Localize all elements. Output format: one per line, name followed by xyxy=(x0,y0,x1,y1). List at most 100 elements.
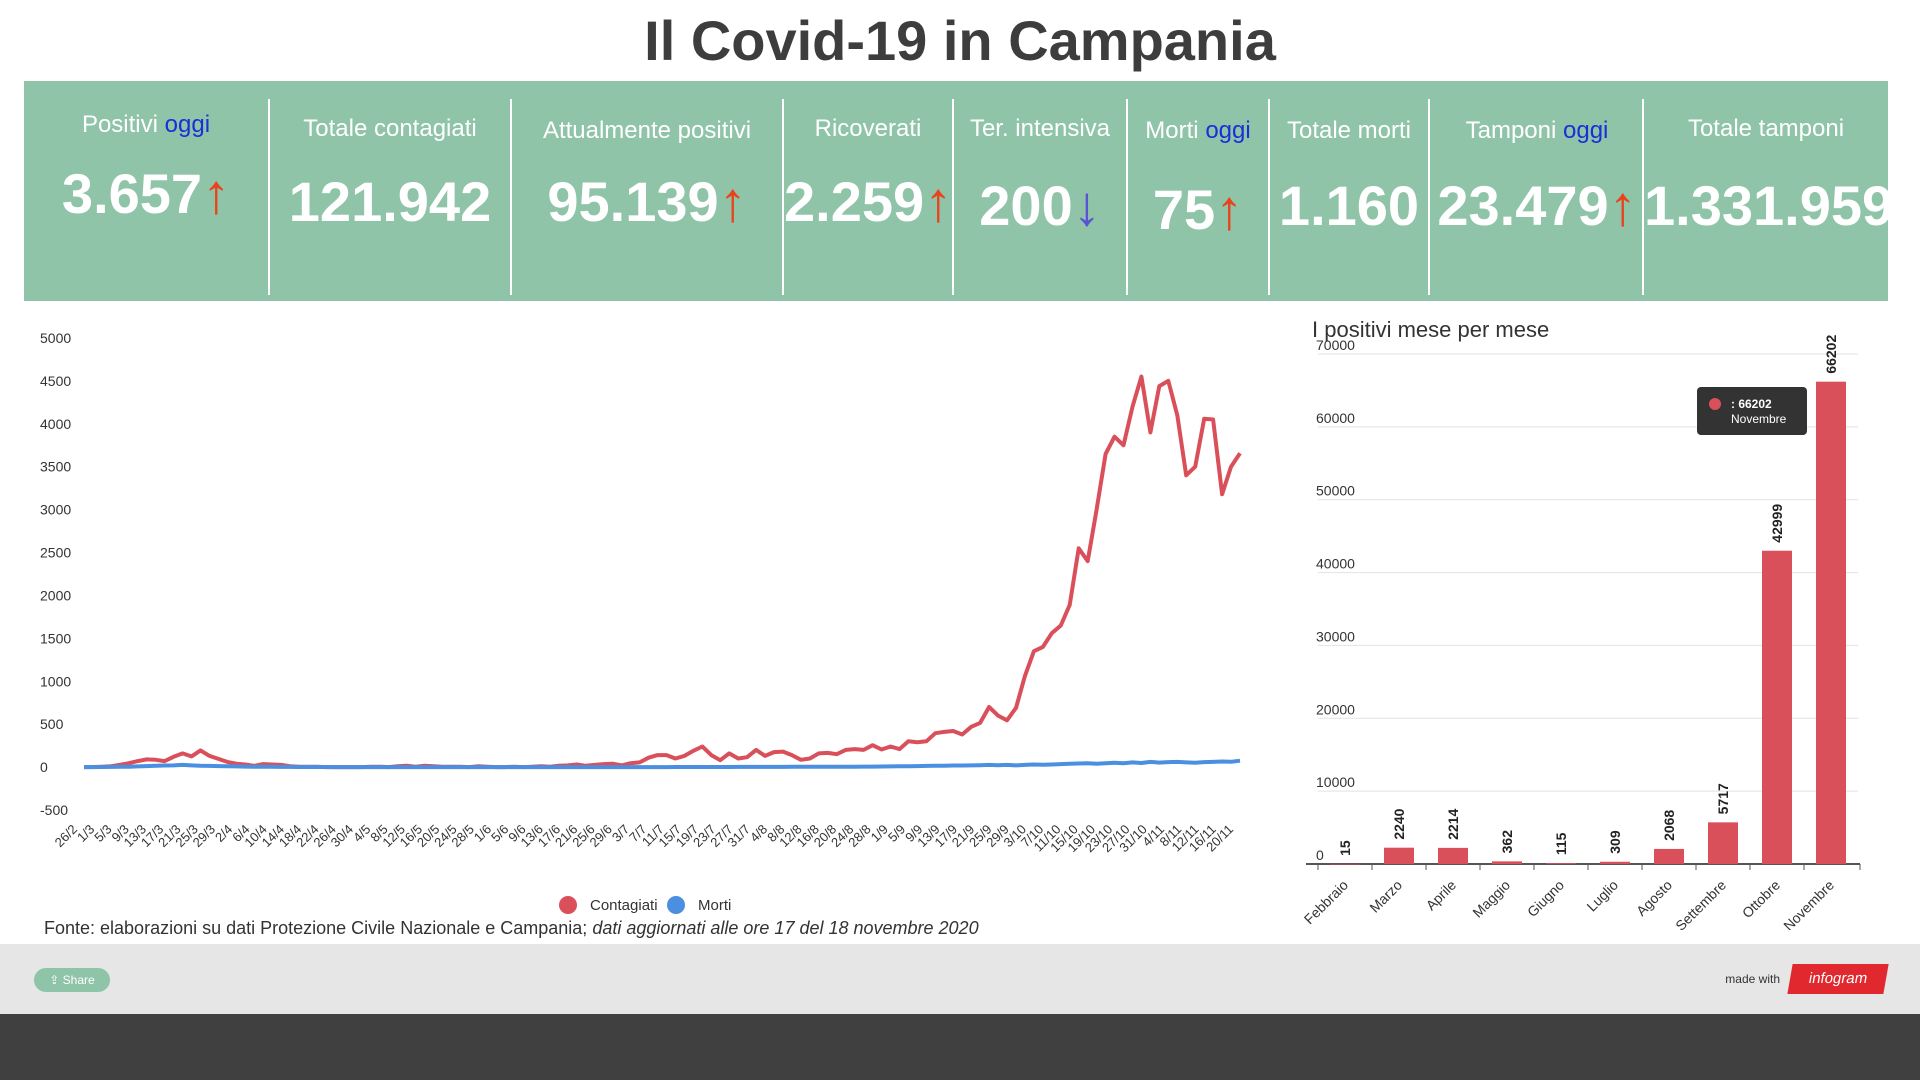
infogram-logo[interactable]: infogram xyxy=(1787,964,1889,994)
x-tick-label: Novembre xyxy=(1780,877,1837,930)
tooltip-category: Novembre xyxy=(1731,412,1787,426)
source-note: Fonte: elaborazioni su dati Protezione C… xyxy=(44,918,979,939)
legend-marker xyxy=(559,896,577,914)
source-prefix: Fonte: elaborazioni su dati Protezione C… xyxy=(44,918,593,938)
arrow-up-icon: ↑ xyxy=(202,162,231,225)
bar-value-label: 2068 xyxy=(1661,810,1677,841)
share-label: Share xyxy=(62,973,95,987)
x-tick-label: Maggio xyxy=(1469,877,1513,921)
footer: ⇪ Share made with infogram xyxy=(0,944,1920,1014)
source-update: dati aggiornati alle ore 17 del 18 novem… xyxy=(592,918,979,938)
y-tick-label: 3000 xyxy=(40,502,71,518)
stat-value: 23.479 xyxy=(1437,174,1609,237)
y-tick-label: 2000 xyxy=(40,587,71,603)
tooltip-value: : 66202 xyxy=(1731,397,1772,411)
stat-value: 2.259 xyxy=(784,170,925,233)
series-line-morti xyxy=(84,758,1241,770)
tooltip-marker xyxy=(1709,398,1721,410)
share-icon: ⇪ xyxy=(49,973,63,987)
bar-value-label: 42999 xyxy=(1769,504,1785,543)
stat-value: 1.160 xyxy=(1278,174,1420,237)
stat-label: Totale tamponi xyxy=(1687,115,1845,142)
stat-value: 200 xyxy=(979,174,1073,237)
bar-value-label: 66202 xyxy=(1823,335,1839,374)
stat-label: Morti xyxy=(1145,117,1199,144)
divider xyxy=(1642,99,1644,295)
stats-panel: Positivi oggi 3.657↑ Totale contagiati 1… xyxy=(24,81,1893,301)
stat-tamponi-oggi: Tamponi oggi 23.479↑ xyxy=(1430,81,1644,301)
stat-today-label: oggi xyxy=(164,111,211,138)
stat-totale-morti: Totale morti 1.160 xyxy=(1270,81,1428,301)
stat-value: 75 xyxy=(1152,178,1216,241)
y-tick-label: 0 xyxy=(40,759,48,775)
bar-value-label: 15 xyxy=(1337,840,1353,856)
bar xyxy=(1492,861,1522,864)
page-title: Il Covid-19 in Campania xyxy=(644,9,1276,72)
y-tick-label: 3500 xyxy=(40,459,71,475)
y-tick-label: 70000 xyxy=(1316,337,1355,353)
stat-totale-contagiati: Totale contagiati 121.942 xyxy=(270,81,510,301)
stat-positivi-oggi: Positivi oggi 3.657↑ xyxy=(24,81,268,301)
bar-value-label: 2240 xyxy=(1391,808,1407,839)
x-tick-label: Luglio xyxy=(1583,877,1621,915)
x-tick-label: Agosto xyxy=(1633,877,1675,919)
bar-value-label: 5717 xyxy=(1715,783,1731,814)
divider xyxy=(268,99,270,295)
stat-label: Totale contagiati xyxy=(303,115,477,142)
stat-label: Attualmente positivi xyxy=(542,117,752,144)
bar-value-label: 309 xyxy=(1607,830,1623,854)
divider xyxy=(1126,99,1128,295)
stat-label: Totale morti xyxy=(1286,117,1412,144)
legend-label: Morti xyxy=(698,897,731,914)
x-tick-label: Settembre xyxy=(1672,877,1729,930)
stat-ter-intensiva: Ter. intensiva 200↓ xyxy=(954,81,1126,301)
stat-attualmente-positivi: Attualmente positivi 95.139↑ xyxy=(512,81,782,301)
y-tick-label: 10000 xyxy=(1316,774,1355,790)
x-tick-label: Marzo xyxy=(1366,877,1405,916)
arrow-up-icon: ↑ xyxy=(1608,174,1637,237)
stat-today-label: oggi xyxy=(1563,117,1609,144)
bottom-bar xyxy=(0,1014,1920,1080)
x-tick-label: Febbraio xyxy=(1301,877,1352,928)
arrow-up-icon: ↑ xyxy=(1215,178,1244,241)
bar xyxy=(1330,863,1360,865)
bar-value-label: 115 xyxy=(1553,832,1569,855)
series-line-contagiati xyxy=(83,374,1242,770)
bar xyxy=(1708,822,1738,864)
legend-label: Contagiati xyxy=(590,897,658,914)
y-tick-label: 2500 xyxy=(40,545,71,561)
share-button[interactable]: ⇪ Share xyxy=(34,968,110,992)
y-tick-label: 1000 xyxy=(40,673,71,689)
made-with-label: made with xyxy=(1725,972,1780,986)
y-tick-label: 0 xyxy=(1316,847,1324,863)
bar xyxy=(1816,381,1846,864)
divider xyxy=(952,99,954,295)
y-tick-label: 60000 xyxy=(1316,410,1355,426)
legend-marker xyxy=(667,896,685,914)
bar xyxy=(1438,847,1468,864)
x-tick-label: Aprile xyxy=(1422,877,1459,914)
divider xyxy=(1268,99,1270,295)
stat-ricoverati: Ricoverati 2.259↑ xyxy=(784,81,952,301)
divider xyxy=(782,99,784,295)
y-tick-label: 1500 xyxy=(40,630,71,646)
arrow-down-icon: ↓ xyxy=(1072,174,1101,237)
bar xyxy=(1384,847,1414,864)
stat-today-label: oggi xyxy=(1205,117,1251,144)
stat-totale-tamponi: Totale tamponi 1.331.959 xyxy=(1644,81,1893,301)
bar xyxy=(1546,863,1576,864)
arrow-up-icon: ↑ xyxy=(718,170,747,233)
y-tick-label: 4000 xyxy=(40,416,71,432)
stat-value: 121.942 xyxy=(288,170,492,233)
divider xyxy=(510,99,512,295)
bar-value-label: 2214 xyxy=(1445,809,1461,840)
arrow-up-icon: ↑ xyxy=(924,170,953,233)
line-chart: 5000450040003500300025002000150010005000… xyxy=(40,330,1242,914)
y-tick-label: -500 xyxy=(40,802,68,818)
x-tick-label: Ottobre xyxy=(1739,877,1783,921)
y-tick-label: 20000 xyxy=(1316,701,1355,717)
bar xyxy=(1654,848,1684,864)
y-tick-label: 40000 xyxy=(1316,556,1355,572)
stat-value: 1.331.959 xyxy=(1644,174,1894,237)
